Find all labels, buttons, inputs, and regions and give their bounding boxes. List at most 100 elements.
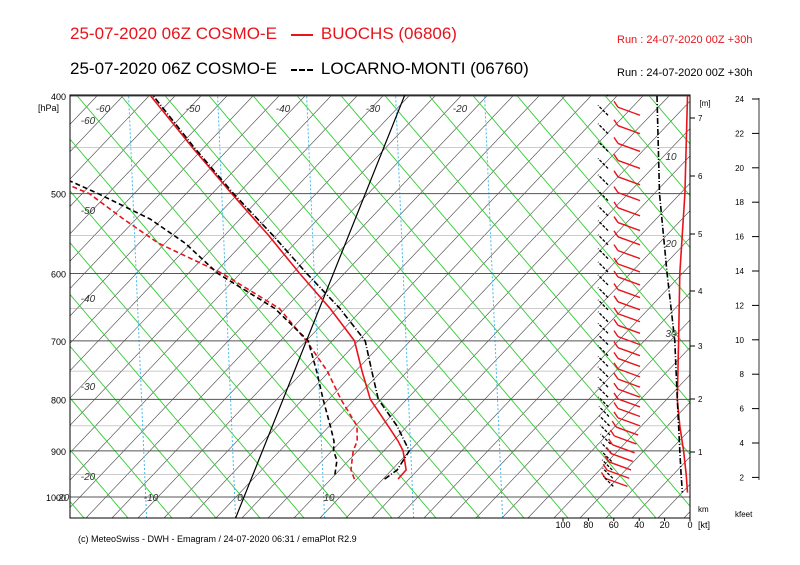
moist-adiabat <box>70 397 173 518</box>
wind-barb-black <box>597 190 609 202</box>
wind-barb-red <box>617 176 641 186</box>
header-line-buochs: 25-07-2020 06Z COSMO-E BUOCHS (06806) <box>70 24 457 44</box>
moist-adiabat <box>70 138 393 518</box>
moist-adiabat <box>736 95 800 518</box>
dry-adiabat <box>70 95 281 317</box>
temp-tick-left: -20 <box>81 472 96 483</box>
mixing-ratio-line <box>395 95 415 518</box>
wind-barb-red <box>617 324 641 334</box>
wind-barb-red <box>617 276 641 286</box>
wind-barb-red <box>617 106 641 116</box>
wind-barb-red <box>617 417 641 427</box>
moist-adiabat <box>692 95 800 518</box>
wind-barb-black <box>597 376 609 388</box>
kfeet-tick-4: 4 <box>740 439 745 448</box>
dry-adiabat <box>85 95 489 518</box>
temp-tick-bottom: -20 <box>55 493 70 504</box>
wind-barb-black <box>599 424 611 436</box>
km-axis-unit: km <box>698 505 709 514</box>
temp-tick-top: -60 <box>96 104 111 115</box>
wind-barb-red <box>617 398 641 408</box>
wind-barb-black <box>597 311 609 323</box>
kfeet-tick-12: 12 <box>735 301 744 310</box>
dry-adiabat <box>319 128 690 518</box>
wind-barb-red <box>617 221 641 232</box>
km-tick-6: 6 <box>698 172 703 181</box>
wind-barb-red-flag <box>613 318 619 326</box>
profile-wind_speed_kt-5 <box>656 95 684 493</box>
wind-barb-red-flag <box>609 429 615 437</box>
dry-adiabat <box>423 237 690 518</box>
wind-barb-black <box>597 123 609 135</box>
dry-adiabat <box>397 210 690 518</box>
wind-barb-black <box>602 467 614 479</box>
wind-barb-black <box>597 157 609 169</box>
kfeet-tick-8: 8 <box>740 370 745 379</box>
wind-barb-black <box>597 261 609 273</box>
wind-barb-red-flag <box>613 330 619 338</box>
wind-barb-red-flag <box>613 137 619 144</box>
header-station-locarno: LOCARNO-MONTI (06760) <box>320 59 529 78</box>
side-label-10: 10 <box>665 152 677 163</box>
dry-adiabat <box>70 95 307 344</box>
wind-barb-red <box>617 357 641 368</box>
wind-barb-black <box>597 287 609 299</box>
kfeet-tick-14: 14 <box>735 267 744 276</box>
kfeet-axis-unit: kfeet <box>735 510 753 519</box>
dry-adiabat <box>762 95 800 518</box>
wind-barb-black <box>597 205 609 217</box>
wind-barb-red-flag <box>613 392 619 400</box>
header-run-label-1: 25-07-2020 06Z COSMO-E <box>70 24 277 43</box>
kfeet-tick-20: 20 <box>735 164 744 173</box>
wind-barb-red <box>608 461 632 471</box>
moist-adiabat <box>252 95 613 518</box>
wind-barb-black <box>597 104 609 116</box>
moist-adiabat <box>0 95 40 518</box>
wind-barb-black <box>597 220 609 232</box>
moist-adiabat <box>76 95 437 518</box>
dry-adiabat <box>189 95 593 518</box>
moist-adiabat <box>472 95 690 352</box>
wind-barb-red <box>617 236 641 246</box>
wind-barb-red <box>617 388 641 398</box>
header-station-buochs: BUOCHS (06806) <box>320 24 457 43</box>
wind-barb-red <box>612 444 635 454</box>
kfeet-tick-2: 2 <box>740 473 745 482</box>
moist-adiabat <box>120 95 481 518</box>
wind-barb-red <box>617 159 641 170</box>
pressure-tick-700: 700 <box>51 337 66 347</box>
kfeet-tick-10: 10 <box>735 336 744 345</box>
kfeet-tick-16: 16 <box>735 233 744 242</box>
legend-red-line <box>290 33 313 36</box>
moist-adiabat <box>516 95 690 300</box>
side-label-30: 30 <box>665 329 677 340</box>
run-info-locarno: Run : 24-07-2020 00Z +30h <box>617 67 753 79</box>
dry-adiabat <box>267 95 671 518</box>
wind-barb-red <box>617 207 641 217</box>
wind-barb-black <box>601 459 613 471</box>
wind-tick-0: 0 <box>687 520 692 530</box>
temp-tick-left: -50 <box>81 206 96 217</box>
kfeet-tick-6: 6 <box>740 405 745 414</box>
temp-tick-left: -40 <box>81 294 96 305</box>
km-tick-3: 3 <box>698 342 703 351</box>
km-tick-2: 2 <box>698 395 703 404</box>
wind-barb-black <box>597 274 609 286</box>
wind-barb-red-flag <box>613 270 619 278</box>
wind-barb-red <box>614 435 637 445</box>
wind-barb-red <box>615 426 639 436</box>
wind-barb-black <box>598 406 610 417</box>
dry-adiabat <box>70 95 229 262</box>
wind-barb-black <box>597 396 609 408</box>
dry-adiabat <box>70 95 99 125</box>
isotherm-0 <box>235 95 406 518</box>
wind-barb-red-flag <box>613 411 619 419</box>
temp-tick-bottom: -10 <box>144 493 159 504</box>
moist-adiabat <box>164 95 525 518</box>
dry-adiabat <box>605 429 690 518</box>
temp-tick-top: -50 <box>186 104 201 115</box>
credit-line: (c) MeteoSwiss - DWH - Emagram / 24-07-2… <box>78 534 357 544</box>
dry-adiabat <box>70 95 255 289</box>
wind-barb-black <box>599 415 610 427</box>
